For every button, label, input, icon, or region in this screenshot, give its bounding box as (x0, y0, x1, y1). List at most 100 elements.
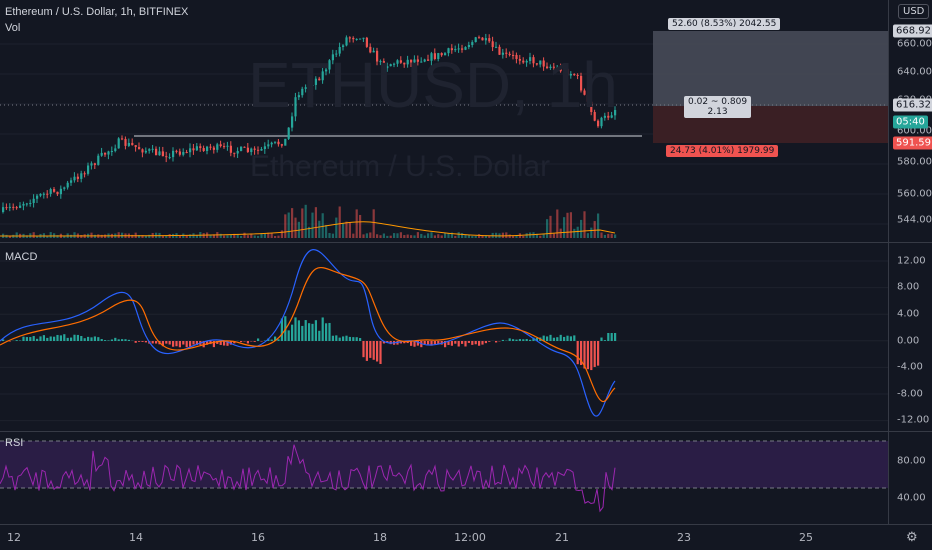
rsi-axis[interactable] (888, 432, 932, 524)
candle-body (22, 203, 25, 206)
candle-body (518, 58, 521, 61)
candle-body (172, 150, 175, 158)
volume-bar (226, 235, 229, 238)
volume-bar (117, 232, 120, 238)
volume-bar (314, 207, 317, 238)
volume-bar (15, 232, 18, 238)
volume-bar (593, 221, 596, 238)
volume-bar (90, 232, 93, 238)
pane-separator[interactable] (0, 242, 932, 243)
candle-body (614, 109, 617, 116)
candle-body (2, 207, 5, 212)
candle-body (488, 38, 491, 42)
candle-body (427, 59, 430, 61)
macd-histogram-bar (546, 336, 549, 341)
candle-body (600, 117, 603, 127)
macd-label[interactable]: MACD (5, 251, 38, 263)
volume-bar (508, 234, 511, 238)
macd-chart[interactable] (0, 243, 888, 431)
volume-bar (552, 233, 555, 238)
macd-histogram-bar (56, 334, 59, 341)
rsi-pane[interactable]: RSI (0, 432, 888, 524)
candle-body (478, 37, 481, 39)
volume-bar (603, 234, 606, 238)
candle-body (338, 47, 341, 54)
macd-tick: 4.00 (897, 308, 920, 320)
settings-gear-icon[interactable]: ⚙ (906, 529, 918, 544)
candle-body (280, 144, 283, 146)
volume-bar (63, 235, 66, 238)
rsi-label[interactable]: RSI (5, 437, 24, 449)
volume-bar (141, 235, 144, 238)
macd-histogram-bar (430, 341, 433, 346)
macd-histogram-bar (39, 336, 42, 341)
candle-body (376, 50, 379, 62)
macd-histogram-bar (240, 341, 243, 343)
candle-body (569, 73, 572, 76)
candle-body (454, 49, 457, 51)
volume-bar (25, 235, 28, 238)
position-center-label[interactable]: 0.02 ~ 0.809 2.13 (684, 96, 752, 118)
stop-price-tag: 591.59 (893, 136, 932, 150)
time-label: 21 (555, 531, 569, 544)
candle-body (508, 53, 511, 55)
volume-bar (423, 235, 426, 238)
candle-body (471, 42, 474, 45)
volume-bar (277, 235, 280, 238)
volume-bar (461, 233, 464, 238)
macd-histogram-bar (382, 341, 385, 344)
macd-histogram-bar (508, 338, 511, 341)
candle-body (573, 73, 576, 75)
volume-bar (260, 233, 263, 238)
macd-histogram-bar (359, 338, 362, 341)
volume-bar (590, 227, 593, 238)
volume-bar (165, 235, 168, 238)
candle-body (209, 146, 212, 148)
macd-histogram-bar (559, 334, 562, 341)
volume-bar (328, 232, 331, 238)
volume-indicator-label[interactable]: Vol (5, 22, 21, 34)
macd-pane[interactable]: MACD (0, 243, 888, 431)
volume-bar (355, 209, 358, 238)
macd-histogram-bar (114, 337, 117, 341)
macd-histogram-bar (600, 337, 603, 341)
macd-histogram-bar (195, 341, 198, 346)
macd-histogram-bar (525, 339, 528, 341)
macd-histogram-bar (529, 339, 532, 341)
candle-body (382, 61, 385, 69)
volume-bar (399, 232, 402, 238)
rsi-chart[interactable] (0, 432, 888, 524)
volume-bar (413, 235, 416, 238)
symbol-title[interactable]: Ethereum / U.S. Dollar, 1h, BITFINEX (5, 6, 189, 18)
currency-button[interactable]: USD (898, 4, 930, 19)
candle-body (127, 142, 130, 146)
macd-histogram-bar (338, 337, 341, 341)
pane-separator[interactable] (0, 431, 932, 432)
macd-histogram-bar (321, 317, 324, 341)
candle-body (97, 155, 100, 165)
volume-bar (559, 228, 562, 238)
rsi-tick: 40.00 (897, 492, 926, 504)
candle-body (522, 60, 525, 63)
candle-body (590, 101, 593, 113)
macd-histogram-bar (423, 341, 426, 345)
macd-histogram-bar (277, 339, 280, 341)
macd-axis[interactable] (888, 243, 932, 431)
candle-body (63, 187, 66, 189)
volume-bar (189, 234, 192, 238)
volume-bar (46, 235, 49, 238)
macd-histogram-bar (90, 337, 93, 341)
volume-bar (437, 234, 440, 238)
candle-body (175, 150, 178, 152)
volume-bar (416, 232, 419, 238)
volume-bar (600, 232, 603, 238)
price-axis[interactable] (888, 0, 932, 242)
macd-histogram-bar (226, 341, 229, 346)
macd-histogram-bar (127, 339, 130, 341)
candle-body (243, 146, 246, 148)
volume-bar (291, 208, 294, 238)
volume-bar (382, 233, 385, 238)
price-pane[interactable]: ETHUSD, 1h Ethereum / U.S. Dollar Ethere… (0, 0, 888, 242)
candle-body (263, 146, 266, 150)
volume-bar (576, 226, 579, 238)
